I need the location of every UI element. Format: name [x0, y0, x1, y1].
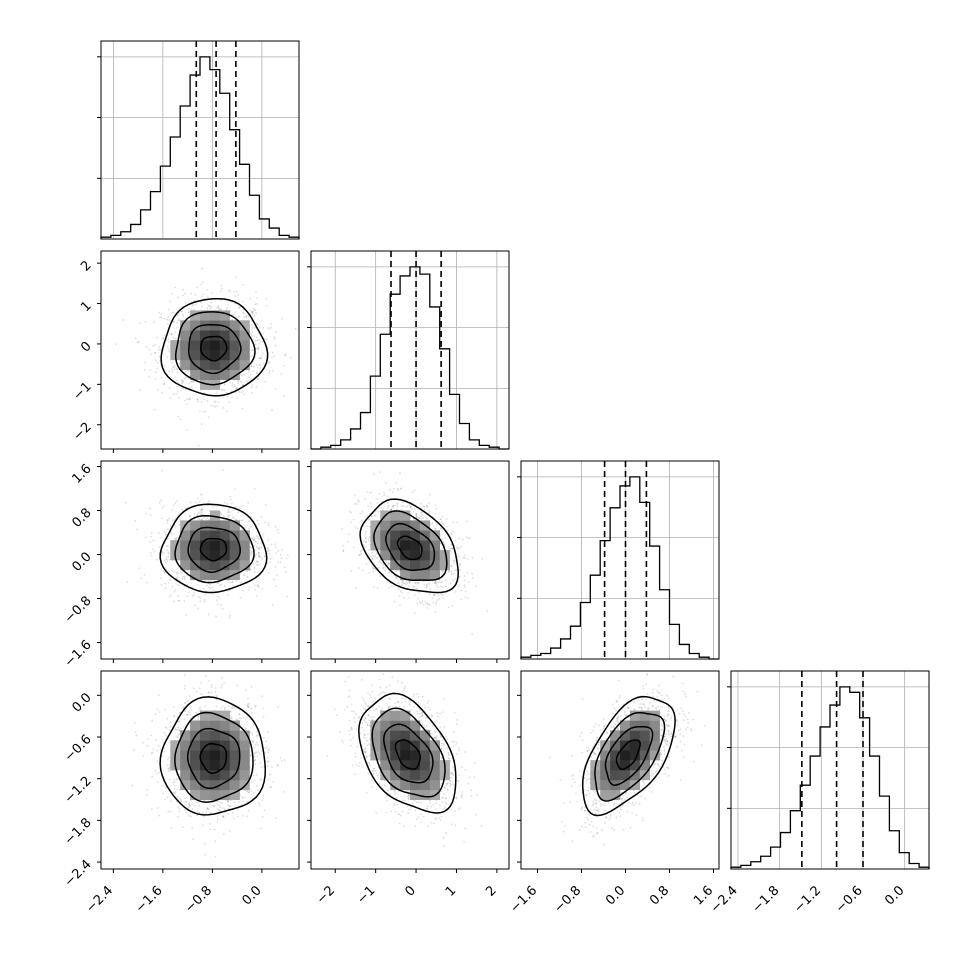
ytick-label-2-3: 0.8	[69, 506, 94, 531]
ytick-label-3-4: 0.0	[69, 690, 94, 715]
ytick-label-1-2: 0	[78, 339, 94, 355]
scatter-panel-2-3	[517, 670, 720, 873]
scatter-panel-1-3	[307, 670, 510, 873]
ytick-label-3-3: −0.6	[62, 732, 95, 765]
contour-0-1-0	[200, 335, 228, 362]
scatter-panel-0-1	[97, 250, 300, 453]
contour-1-2-0	[396, 535, 423, 561]
scatter-frame-0-1	[100, 250, 300, 450]
hist-frame-2	[520, 460, 720, 660]
hist-frame-0	[100, 40, 300, 240]
xtick-label-3-2: −1.2	[791, 883, 824, 916]
ytick-label-1-1: −1	[70, 379, 94, 403]
histogram-2	[520, 476, 719, 660]
xtick-label-3-4: 0.0	[882, 883, 907, 908]
hist-frame-3	[730, 670, 930, 870]
ytick-label-2-0: −1.6	[62, 638, 95, 671]
xtick-label-3-3: −0.6	[833, 883, 866, 916]
xtick-label-2-1: −0.8	[551, 883, 584, 916]
xtick-label-1-0: −2	[314, 883, 338, 907]
xtick-label-0-1: −1.6	[133, 883, 166, 916]
ytick-label-3-2: −1.2	[62, 774, 95, 807]
contour-2-3-0	[615, 739, 641, 770]
density-0-1	[170, 310, 250, 390]
density-2-3	[590, 710, 660, 800]
histogram-3	[730, 686, 930, 869]
contour-0-2-3	[159, 503, 268, 594]
ytick-label-3-0: −2.4	[62, 857, 95, 890]
contour-1-2-1	[385, 522, 436, 571]
ytick-label-3-1: −1.8	[62, 815, 95, 848]
ytick-label-2-4: 1.6	[69, 462, 94, 487]
contour-0-2-0	[199, 537, 228, 562]
xtick-label-0-2: −0.8	[182, 883, 215, 916]
contour-2-3-2	[594, 711, 666, 802]
density-0-3	[170, 710, 250, 800]
scatter-frame-1-3	[310, 670, 510, 870]
contour-0-1-1	[188, 324, 242, 375]
scatter-frame-0-3	[100, 670, 300, 870]
xtick-label-2-2: 0.0	[603, 883, 628, 908]
xtick-label-3-1: −1.8	[750, 883, 783, 916]
contour-1-2-3	[359, 498, 459, 594]
contour-0-1-2	[174, 311, 256, 386]
ytick-label-1-3: 1	[78, 299, 94, 315]
xtick-label-1-2: 0	[402, 883, 418, 899]
ytick-label-1-4: 2	[78, 258, 94, 274]
density-1-3	[370, 710, 450, 800]
contour-0-2-1	[187, 526, 241, 573]
histogram-0	[100, 56, 300, 239]
contour-0-3-0	[199, 742, 228, 774]
contour-1-3-2	[371, 707, 446, 798]
contour-0-1-3	[160, 297, 269, 397]
hist-frame-1	[310, 250, 510, 450]
contour-1-3-3	[358, 692, 457, 814]
contour-1-3-1	[383, 723, 434, 784]
contour-2-3-3	[581, 695, 676, 817]
ytick-label-2-1: −0.8	[62, 594, 95, 627]
xtick-label-0-3: 0.0	[239, 883, 264, 908]
xtick-label-0-0: −2.4	[83, 883, 116, 916]
scatter-panel-1-2	[307, 460, 510, 663]
scatter-panel-0-2	[97, 460, 300, 663]
contour-0-2-2	[174, 514, 255, 584]
scatter-panel-0-3	[97, 670, 300, 873]
xtick-label-3-0: −2.4	[708, 883, 741, 916]
hist-panel-0	[97, 40, 300, 240]
scatter-frame-0-2	[100, 460, 300, 660]
contour-0-3-3	[159, 696, 267, 816]
scatter-frame-1-2	[310, 460, 510, 660]
xtick-label-1-1: −1	[354, 883, 378, 907]
scatter-frame-2-3	[520, 670, 720, 870]
contour-0-3-2	[174, 711, 254, 803]
hist-panel-1	[307, 250, 510, 450]
xtick-label-2-0: −1.6	[507, 883, 540, 916]
contour-1-2-2	[373, 510, 448, 581]
contour-2-3-1	[604, 726, 654, 786]
xtick-label-1-4: 2	[483, 883, 499, 899]
xtick-label-1-3: 1	[443, 883, 459, 899]
hist-panel-2	[517, 460, 720, 660]
ytick-label-2-2: 0.0	[69, 550, 94, 575]
contour-1-3-0	[394, 739, 421, 770]
histogram-1	[311, 266, 509, 450]
hist-panel-3	[727, 670, 930, 870]
xtick-label-2-3: 0.8	[647, 883, 672, 908]
ytick-label-1-0: −2	[70, 420, 94, 444]
contour-0-3-1	[186, 727, 241, 790]
